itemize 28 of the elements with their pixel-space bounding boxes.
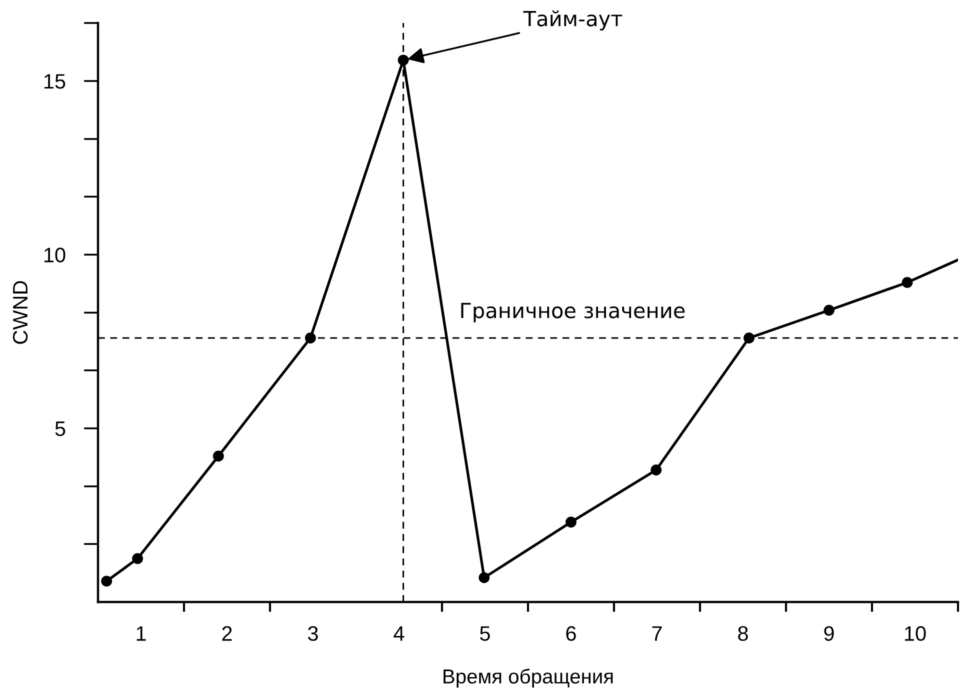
point xyxy=(902,276,913,288)
x-tick-label: 10 xyxy=(905,626,926,641)
point xyxy=(398,54,409,66)
x-tick-label: 2 xyxy=(222,626,232,641)
x-tick-label: 5 xyxy=(480,626,490,641)
point xyxy=(650,464,662,476)
x-axis-title: Время обращения xyxy=(444,668,613,688)
ref-line-label: Граничное значение xyxy=(461,302,685,322)
x-tick-label: 6 xyxy=(566,626,576,641)
point xyxy=(478,572,490,584)
annotation: Тайм-аут xyxy=(523,10,622,30)
y-axis-title: CWND xyxy=(12,281,28,344)
y-tick-label: 5 xyxy=(55,422,66,436)
point xyxy=(304,332,316,344)
point xyxy=(824,304,834,316)
point xyxy=(744,332,754,344)
x-tick-label: 3 xyxy=(308,626,318,641)
x-tick-label: 1 xyxy=(136,626,146,641)
x-tick-label: 7 xyxy=(652,626,662,641)
point xyxy=(101,576,112,587)
point xyxy=(566,516,576,528)
point xyxy=(212,450,224,462)
y-tick-label: 15 xyxy=(44,74,66,89)
y-tick-label: 10 xyxy=(44,248,66,262)
x-tick-label: 8 xyxy=(738,626,748,641)
x-tick-label: 9 xyxy=(824,626,834,641)
point xyxy=(132,553,144,564)
x-tick-label: 4 xyxy=(394,626,404,641)
